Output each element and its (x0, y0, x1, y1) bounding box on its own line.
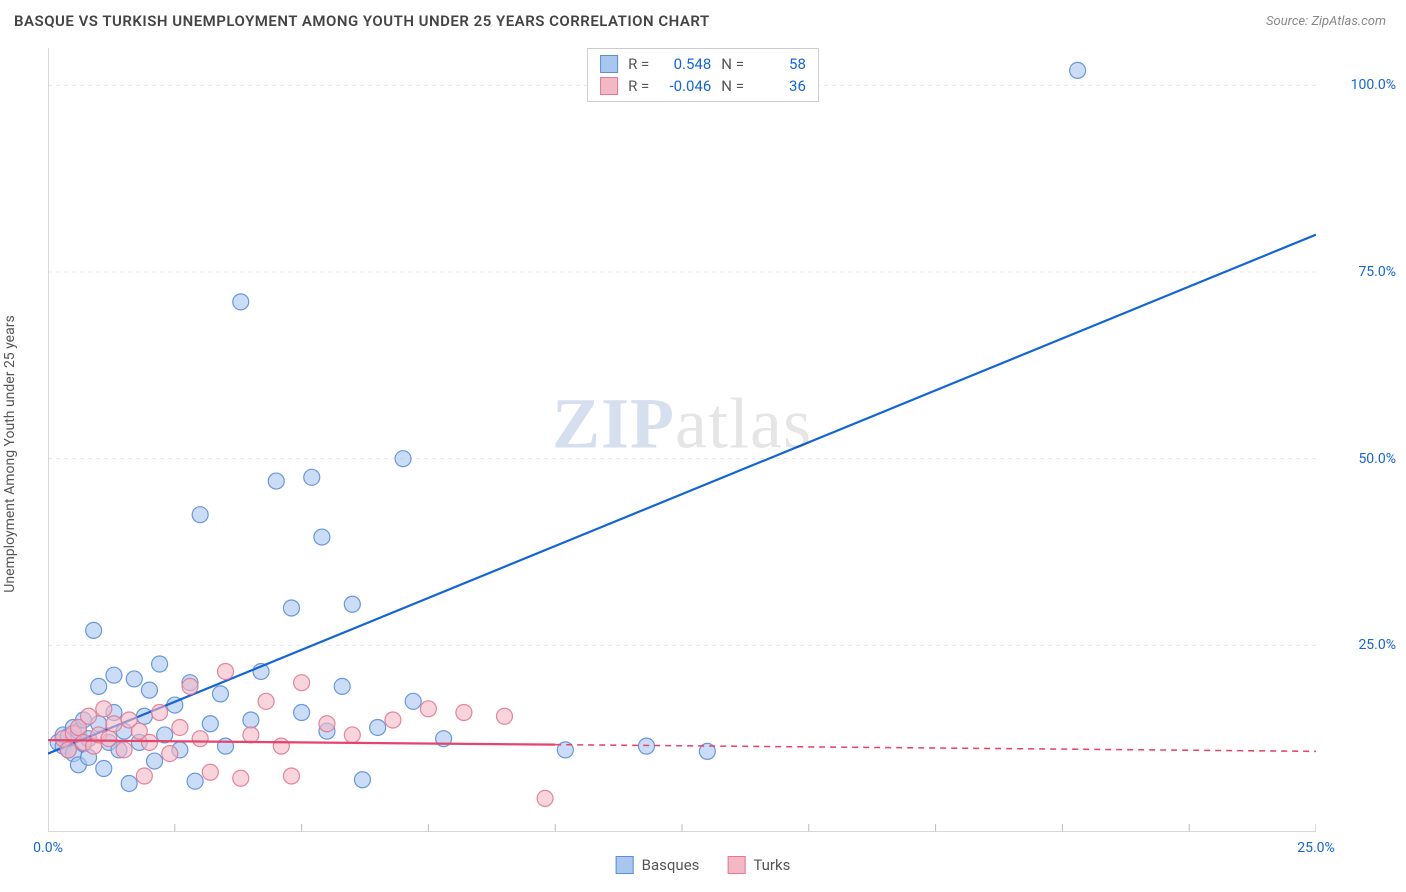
n-value-turks: 36 (754, 77, 806, 95)
point-turks (136, 768, 152, 784)
r-value-basques: 0.548 (659, 55, 711, 73)
point-basques (283, 600, 299, 616)
y-tick-label: 100.0% (1351, 77, 1396, 93)
stats-row-turks: R = -0.046 N = 36 (600, 75, 806, 97)
r-value-turks: -0.046 (659, 77, 711, 95)
point-basques (354, 772, 370, 788)
header: BASQUE VS TURKISH UNEMPLOYMENT AMONG YOU… (0, 0, 1406, 38)
r-label: R = (628, 77, 649, 95)
point-basques (121, 775, 137, 791)
point-turks (81, 708, 97, 724)
point-basques (141, 682, 157, 698)
n-value-basques: 58 (754, 55, 806, 73)
legend-item-turks: Turks (727, 856, 790, 874)
point-basques (344, 596, 360, 612)
chart-plot-area: ZIPatlas (48, 48, 1316, 832)
source-credit: Source: ZipAtlas.com (1266, 14, 1386, 29)
point-turks (60, 742, 76, 758)
point-basques (96, 761, 112, 777)
x-tick-label: 25.0% (1297, 840, 1335, 856)
point-basques (86, 622, 102, 638)
point-turks (172, 719, 188, 735)
stats-legend: R = 0.548 N = 58 R = -0.046 N = 36 (587, 48, 819, 102)
point-basques (233, 294, 249, 310)
legend-label-basques: Basques (642, 856, 700, 874)
legend-item-basques: Basques (616, 856, 700, 874)
point-basques (212, 686, 228, 702)
point-turks (106, 716, 122, 732)
point-basques (405, 693, 421, 709)
point-basques (152, 656, 168, 672)
point-basques (294, 705, 310, 721)
swatch-basques (616, 856, 634, 874)
point-basques (147, 753, 163, 769)
r-label: R = (628, 55, 649, 73)
point-turks (385, 712, 401, 728)
point-basques (370, 719, 386, 735)
point-basques (202, 716, 218, 732)
point-turks (283, 768, 299, 784)
point-turks (496, 708, 512, 724)
x-tick-label: 0.0% (33, 840, 63, 856)
point-turks (96, 701, 112, 717)
point-turks (141, 734, 157, 750)
point-basques (106, 667, 122, 683)
y-tick-label: 50.0% (1358, 451, 1396, 467)
point-turks (420, 701, 436, 717)
series-legend: Basques Turks (616, 856, 791, 874)
point-turks (218, 663, 234, 679)
point-turks (456, 705, 472, 721)
scatter-chart (48, 48, 1316, 832)
point-turks (258, 693, 274, 709)
point-turks (294, 675, 310, 691)
point-turks (152, 705, 168, 721)
swatch-basques (600, 55, 618, 73)
point-basques (395, 451, 411, 467)
point-turks (202, 764, 218, 780)
n-label: N = (721, 77, 744, 95)
point-basques (91, 678, 107, 694)
page-title: BASQUE VS TURKISH UNEMPLOYMENT AMONG YOU… (14, 12, 710, 30)
point-basques (192, 507, 208, 523)
point-basques (218, 738, 234, 754)
point-turks (319, 716, 335, 732)
point-turks (233, 770, 249, 786)
point-turks (192, 731, 208, 747)
point-turks (101, 731, 117, 747)
point-basques (304, 469, 320, 485)
point-basques (126, 671, 142, 687)
swatch-turks (727, 856, 745, 874)
y-axis-label: Unemployment Among Youth under 25 years (2, 315, 18, 592)
regression-line-basques (48, 235, 1316, 754)
point-turks (182, 678, 198, 694)
point-basques (243, 712, 259, 728)
point-turks (273, 738, 289, 754)
y-tick-label: 75.0% (1358, 264, 1396, 280)
point-turks (537, 790, 553, 806)
swatch-turks (600, 77, 618, 95)
legend-label-turks: Turks (753, 856, 790, 874)
stats-row-basques: R = 0.548 N = 58 (600, 53, 806, 75)
point-turks (162, 746, 178, 762)
point-turks (116, 742, 132, 758)
point-basques (314, 529, 330, 545)
point-turks (243, 727, 259, 743)
n-label: N = (721, 55, 744, 73)
point-turks (344, 727, 360, 743)
y-tick-label: 25.0% (1358, 637, 1396, 653)
point-basques (268, 473, 284, 489)
point-basques (334, 678, 350, 694)
regression-line-turks-dashed (555, 745, 1316, 752)
point-basques (1070, 62, 1086, 78)
point-basques (187, 773, 203, 789)
